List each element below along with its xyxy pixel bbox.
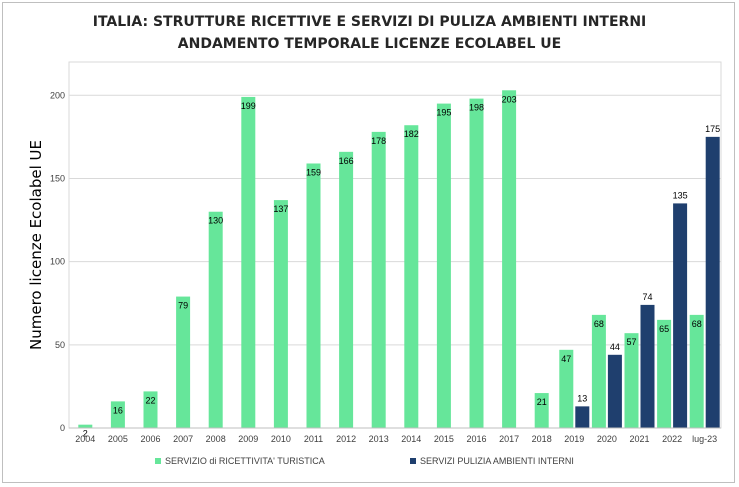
x-tick-label: 2018 [532,434,552,444]
x-tick-label: 2014 [401,434,421,444]
bar-ricettivita [657,319,672,428]
data-label-ricettivita: 166 [339,156,354,166]
bar-ricettivita [534,393,549,428]
data-label-ricettivita: 16 [113,405,123,415]
x-tick-label: 2022 [662,434,682,444]
data-label-ricettivita: 79 [178,301,188,311]
data-label-ricettivita: 137 [273,204,288,214]
legend-swatch-ricettivita [155,458,161,464]
bar-pulizia [607,354,622,428]
y-tick-label: 100 [50,257,65,267]
data-label-ricettivita: 65 [659,324,669,334]
x-tick-label: 2015 [434,434,454,444]
x-tick-label: 2004 [75,434,95,444]
y-axis-label: Numero licenze Ecolabel UE [27,140,45,350]
x-tick-label: 2009 [238,434,258,444]
bar-ricettivita [371,131,386,428]
x-tick-label: 2019 [564,434,584,444]
legend-item-pulizia: SERVIZI PULIZIA AMBIENTI INTERNI [410,456,574,466]
x-tick-label: 2005 [108,434,128,444]
bar-ricettivita [208,211,223,428]
legend-item-ricettivita: SERVIZIO di RICETTIVITA' TURISTICA [155,456,325,466]
y-tick-label: 150 [50,173,65,183]
x-tick-label: 2011 [304,434,323,444]
bar-ricettivita [624,333,639,428]
x-tick-label: 2008 [206,434,226,444]
chart-title-line-2: ANDAMENTO TEMPORALE LICENZE ECOLABEL UE [177,36,562,52]
bar-ricettivita [241,96,256,428]
data-label-ricettivita: 182 [404,129,419,139]
bar-ricettivita [339,151,354,428]
x-tick-label: 2020 [597,434,617,444]
x-tick-label: 2007 [173,434,193,444]
bar-ricettivita [436,103,451,428]
bar-ricettivita [591,314,606,428]
data-label-pulizia: 175 [705,124,720,134]
data-label-pulizia: 74 [642,292,652,302]
data-label-ricettivita: 22 [145,395,155,405]
data-label-ricettivita: 159 [306,167,321,177]
data-label-ricettivita: 68 [594,319,604,329]
data-label-ricettivita: 198 [469,103,484,113]
y-tick-label: 200 [50,90,65,100]
x-tick-label: 2006 [140,434,160,444]
bar-ricettivita [143,391,158,428]
legend-swatch-pulizia [410,458,416,464]
bar-ricettivita [559,349,574,428]
data-label-pulizia: 44 [610,342,620,352]
data-label-pulizia: 13 [577,393,587,403]
x-tick-label: 2013 [369,434,389,444]
x-tick-label: lug-23 [692,434,717,444]
x-tick-label: 2010 [271,434,291,444]
bar-ricettivita [273,200,288,428]
bar-ricettivita [502,90,517,429]
x-tick-label: 2017 [499,434,519,444]
x-tick-label: 2021 [629,434,649,444]
data-label-ricettivita: 21 [537,397,547,407]
legend-label-pulizia: SERVIZI PULIZIA AMBIENTI INTERNI [420,456,574,466]
data-label-pulizia: 135 [673,190,688,200]
y-tick-label: 0 [60,423,65,433]
chart-title-line-1: ITALIA: STRUTTURE RICETTIVE E SERVIZI DI… [92,14,647,30]
data-label-ricettivita: 130 [208,216,223,226]
bar-pulizia [640,304,655,428]
plot-area-border [68,61,722,429]
bar-ricettivita [176,296,191,428]
bar-pulizia [705,136,720,428]
bar-ricettivita [110,401,125,428]
data-label-ricettivita: 195 [436,108,451,118]
bar-ricettivita [404,125,419,428]
x-tick-label: 2012 [336,434,356,444]
bar-pulizia [575,406,590,428]
data-label-ricettivita: 203 [502,94,517,104]
legend-label-ricettivita: SERVIZIO di RICETTIVITA' TURISTICA [165,456,325,466]
data-label-ricettivita: 199 [241,101,256,111]
data-label-ricettivita: 2 [83,429,88,439]
data-label-ricettivita: 178 [371,136,386,146]
bar-ricettivita [306,163,321,428]
data-label-ricettivita: 47 [561,354,571,364]
y-tick-label: 50 [55,340,65,350]
bar-pulizia [673,203,688,428]
bar-ricettivita [78,424,93,428]
bar-ricettivita [469,98,484,428]
x-tick-label: 2016 [466,434,486,444]
bar-ricettivita [689,314,704,428]
data-label-ricettivita: 57 [626,337,636,347]
data-label-ricettivita: 68 [692,319,702,329]
